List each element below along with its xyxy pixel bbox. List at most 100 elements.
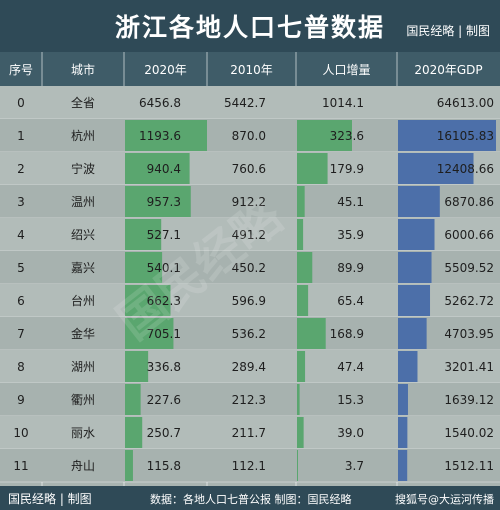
pop2020-value: 540.1 — [147, 261, 181, 275]
city-cell: 杭州 — [71, 128, 95, 143]
pop2020-bar — [125, 450, 133, 481]
increase-value: 1014.1 — [322, 96, 364, 110]
pop2020-bar — [125, 219, 162, 250]
gdp-bar — [398, 120, 496, 151]
city-cell: 绍兴 — [71, 228, 95, 242]
index-cell: 4 — [17, 228, 25, 242]
gdp-value: 5262.72 — [444, 294, 494, 308]
gdp-bar — [398, 153, 474, 184]
index-cell: 5 — [17, 261, 25, 275]
increase-value: 3.7 — [345, 459, 364, 473]
gdp-bar — [398, 450, 408, 481]
city-cell: 宁波 — [71, 161, 95, 176]
gdp-bar — [398, 351, 418, 382]
gdp-value: 16105.83 — [437, 129, 494, 143]
pop2010-value: 536.2 — [232, 327, 266, 341]
gdp-value: 4703.95 — [444, 327, 494, 341]
increase-value: 323.6 — [330, 129, 364, 143]
index-cell: 6 — [17, 294, 25, 308]
pop2020-value: 527.1 — [147, 228, 181, 242]
column-header: 人口增量 — [322, 63, 370, 77]
pop2020-value: 705.1 — [147, 327, 181, 341]
pop2020-value: 227.6 — [147, 393, 181, 407]
gdp-value: 6000.66 — [444, 228, 494, 242]
gdp-value: 6870.86 — [444, 195, 494, 209]
increase-bar — [297, 186, 305, 217]
pop2020-value: 940.4 — [147, 162, 181, 176]
pop2010-value: 870.0 — [232, 129, 266, 143]
city-cell: 温州 — [71, 195, 95, 209]
pop2020-value: 336.8 — [147, 360, 181, 374]
increase-bar — [297, 417, 304, 448]
index-cell: 7 — [17, 327, 25, 341]
gdp-value: 64613.00 — [437, 96, 494, 110]
pop2020-bar — [125, 252, 163, 283]
pop2010-value: 760.6 — [232, 162, 266, 176]
pop2020-bar — [125, 186, 191, 217]
city-cell: 衢州 — [71, 393, 95, 407]
pop2020-bar — [125, 351, 149, 382]
header-bar: 浙江各地人口七普数据 国民经略 | 制图 — [0, 0, 500, 52]
city-cell: 丽水 — [71, 426, 95, 440]
brand-label-bottom: 国民经略 | 制图 — [8, 492, 92, 506]
increase-value: 39.0 — [337, 426, 364, 440]
increase-bar — [297, 450, 298, 481]
pop2020-bar — [125, 318, 174, 349]
index-cell: 9 — [17, 393, 25, 407]
increase-value: 168.9 — [330, 327, 364, 341]
increase-bar — [297, 120, 352, 151]
pop2020-bar — [125, 153, 190, 184]
column-header: 序号 — [9, 62, 33, 77]
gdp-bar — [398, 417, 408, 448]
increase-bar — [297, 318, 326, 349]
gdp-bar — [398, 252, 432, 283]
gdp-bar — [398, 219, 435, 250]
gdp-value: 12408.66 — [437, 162, 494, 176]
increase-bar — [297, 384, 300, 415]
page-title: 浙江各地人口七普数据 — [114, 13, 385, 42]
pop2010-value: 450.2 — [232, 261, 266, 275]
increase-value: 65.4 — [337, 294, 364, 308]
table-header-row — [0, 52, 500, 86]
column-header: 2020年 — [144, 63, 187, 77]
index-cell: 2 — [17, 162, 25, 176]
credit-label: 搜狐号@大运河传播 — [395, 493, 494, 506]
pop2010-value: 912.2 — [232, 195, 266, 209]
pop2020-value: 957.3 — [147, 195, 181, 209]
increase-value: 179.9 — [330, 162, 364, 176]
city-cell: 台州 — [71, 293, 95, 308]
pop2010-value: 491.2 — [232, 228, 266, 242]
gdp-bar — [398, 186, 440, 217]
table-row — [0, 86, 500, 119]
pop2010-value: 112.1 — [232, 459, 266, 473]
index-cell: 8 — [17, 360, 25, 374]
gdp-value: 1540.02 — [444, 426, 494, 440]
city-cell: 全省 — [71, 95, 95, 110]
pop2020-bar — [125, 417, 143, 448]
pop2010-value: 596.9 — [232, 294, 266, 308]
pop2020-value: 662.3 — [147, 294, 181, 308]
increase-bar — [297, 219, 304, 250]
pop2020-value: 250.7 — [147, 426, 181, 440]
index-cell: 11 — [13, 459, 28, 473]
pop2010-value: 5442.7 — [224, 96, 266, 110]
population-table: 序号 城市 2020年 2010年 人口增量 2020年GDP 0 全省 6456.8 5442.… — [0, 52, 500, 486]
gdp-value: 3201.41 — [444, 360, 494, 374]
column-header: 2010年 — [230, 63, 273, 77]
city-cell: 嘉兴 — [71, 261, 95, 275]
gdp-value: 1512.11 — [444, 459, 494, 473]
pop2020-bar — [125, 285, 171, 316]
increase-bar — [297, 153, 328, 184]
table-row — [0, 383, 500, 416]
increase-value: 89.9 — [337, 261, 364, 275]
increase-bar — [297, 285, 309, 316]
index-cell: 1 — [17, 129, 25, 143]
footer-bar: 国民经略 | 制图 数据：各地人口七普公报 制图：国民经略 搜狐号@大运河传播 — [0, 486, 500, 510]
gdp-bar — [398, 285, 431, 316]
gdp-bar — [398, 318, 427, 349]
data-source-note: 数据：各地人口七普公报 制图：国民经略 — [150, 493, 352, 506]
pop2020-value: 1193.6 — [139, 129, 181, 143]
city-cell: 舟山 — [71, 459, 95, 473]
index-cell: 3 — [17, 195, 25, 209]
